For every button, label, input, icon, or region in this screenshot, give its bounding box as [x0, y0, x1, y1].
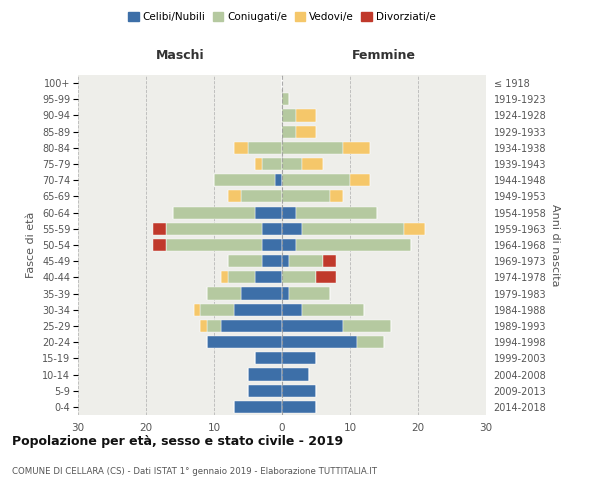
Bar [173, 206, 255, 218]
Text: Femmine: Femmine [352, 49, 416, 62]
Bar [248, 384, 282, 397]
Bar [255, 272, 282, 283]
Bar [235, 401, 282, 413]
Bar [262, 222, 282, 235]
Bar [248, 142, 282, 154]
Bar [282, 368, 309, 380]
Bar [153, 222, 166, 235]
Bar [241, 288, 282, 300]
Bar [282, 401, 316, 413]
Bar [248, 368, 282, 380]
Bar [255, 352, 282, 364]
Bar [343, 142, 370, 154]
Bar [282, 142, 343, 154]
Bar [282, 93, 289, 106]
Bar [214, 174, 275, 186]
Legend: Celibi/Nubili, Coniugati/e, Vedovi/e, Divorziati/e: Celibi/Nubili, Coniugati/e, Vedovi/e, Di… [124, 8, 440, 26]
Bar [166, 222, 262, 235]
Bar [282, 110, 296, 122]
Text: Popolazione per età, sesso e stato civile - 2019: Popolazione per età, sesso e stato civil… [12, 435, 343, 448]
Bar [282, 174, 350, 186]
Bar [329, 190, 343, 202]
Bar [282, 304, 302, 316]
Bar [282, 126, 296, 138]
Bar [166, 239, 262, 251]
Bar [282, 336, 357, 348]
Bar [282, 158, 302, 170]
Bar [235, 142, 248, 154]
Bar [221, 272, 227, 283]
Y-axis label: Fasce di età: Fasce di età [26, 212, 37, 278]
Bar [282, 320, 343, 332]
Bar [282, 352, 316, 364]
Bar [207, 320, 221, 332]
Bar [282, 206, 296, 218]
Text: COMUNE DI CELLARA (CS) - Dati ISTAT 1° gennaio 2019 - Elaborazione TUTTITALIA.IT: COMUNE DI CELLARA (CS) - Dati ISTAT 1° g… [12, 468, 377, 476]
Bar [316, 272, 337, 283]
Text: Maschi: Maschi [155, 49, 205, 62]
Bar [194, 304, 200, 316]
Bar [227, 272, 255, 283]
Bar [221, 320, 282, 332]
Bar [282, 272, 316, 283]
Bar [227, 190, 241, 202]
Bar [296, 206, 377, 218]
Bar [289, 288, 329, 300]
Bar [302, 304, 364, 316]
Bar [282, 190, 329, 202]
Bar [262, 239, 282, 251]
Bar [275, 174, 282, 186]
Bar [255, 158, 262, 170]
Bar [350, 174, 370, 186]
Bar [207, 288, 241, 300]
Y-axis label: Anni di nascita: Anni di nascita [550, 204, 560, 286]
Bar [357, 336, 384, 348]
Bar [235, 304, 282, 316]
Bar [200, 320, 207, 332]
Bar [404, 222, 425, 235]
Bar [200, 304, 235, 316]
Bar [282, 288, 289, 300]
Bar [262, 255, 282, 268]
Bar [282, 255, 289, 268]
Bar [262, 158, 282, 170]
Bar [296, 239, 411, 251]
Bar [207, 336, 282, 348]
Bar [343, 320, 391, 332]
Bar [289, 255, 323, 268]
Bar [296, 126, 316, 138]
Bar [302, 158, 323, 170]
Bar [282, 239, 296, 251]
Bar [296, 110, 316, 122]
Bar [282, 384, 316, 397]
Bar [227, 255, 262, 268]
Bar [241, 190, 282, 202]
Bar [282, 222, 302, 235]
Bar [302, 222, 404, 235]
Bar [153, 239, 166, 251]
Bar [255, 206, 282, 218]
Bar [323, 255, 337, 268]
